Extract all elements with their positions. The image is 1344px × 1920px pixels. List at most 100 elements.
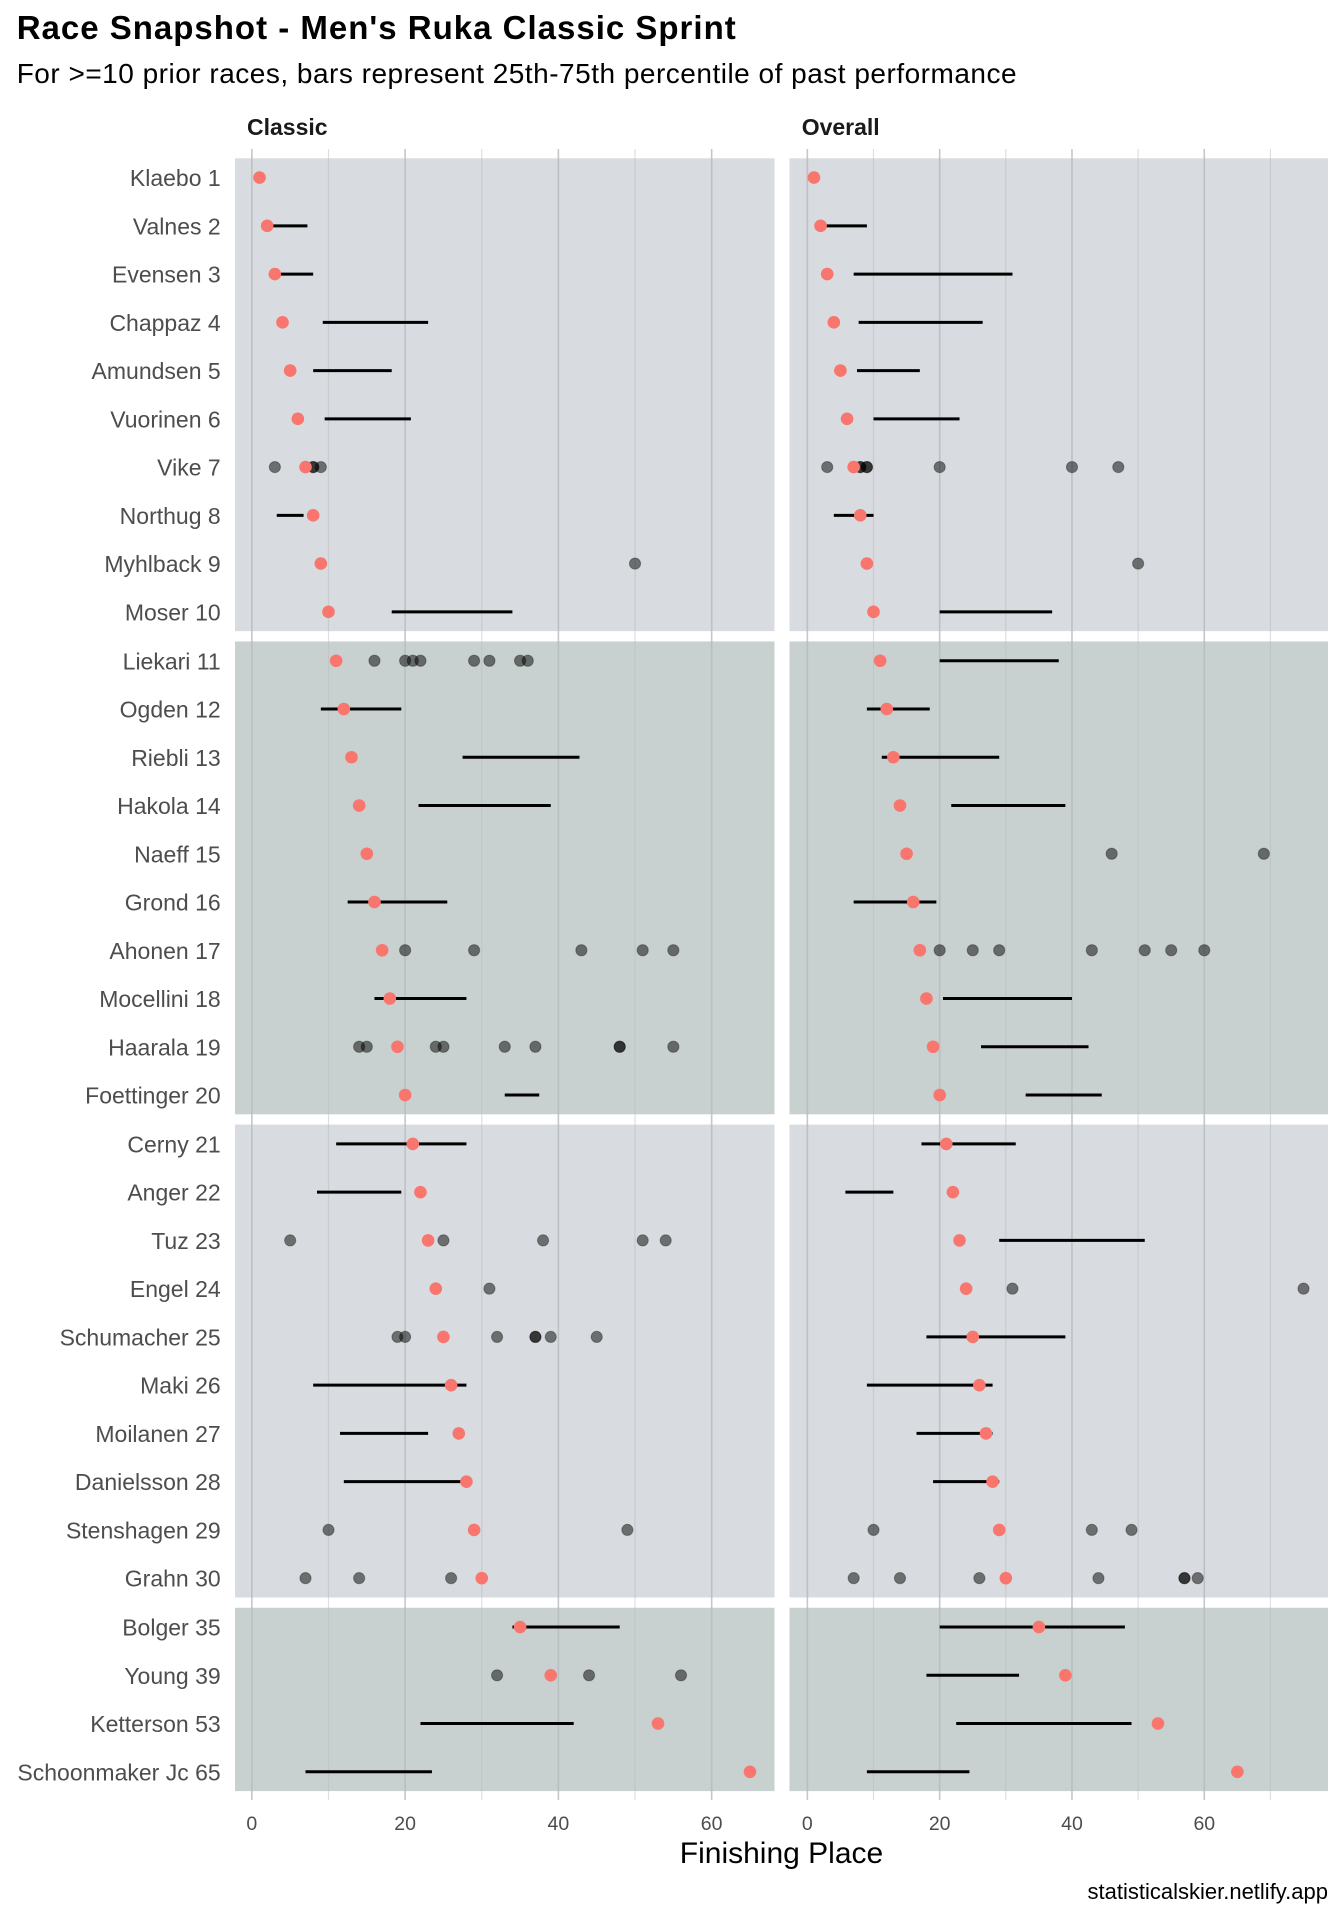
x-tick-label: 40 (548, 1813, 570, 1835)
current-place-point (1231, 1765, 1244, 1779)
current-place-point (253, 171, 266, 184)
current-place-point (933, 1088, 946, 1102)
past-result-point (1198, 944, 1211, 957)
x-tick-label: 0 (246, 1813, 257, 1835)
athlete-label: Riebli 13 (131, 745, 221, 771)
past-result-point (628, 557, 642, 570)
past-result-point (1065, 461, 1079, 474)
current-place-point (959, 1282, 973, 1295)
chart-title: Race Snapshot - Men's Ruka Classic Sprin… (17, 9, 737, 46)
past-result-point (1257, 847, 1270, 860)
athlete-label: Valnes 2 (133, 213, 221, 239)
past-result-point (933, 944, 946, 957)
past-result-point (1085, 944, 1098, 957)
past-result-point (399, 944, 412, 957)
x-tick-label: 20 (394, 1813, 416, 1835)
iqr-bars (269, 224, 1145, 1774)
athlete-label: Maki 26 (140, 1373, 221, 1399)
past-result-point (613, 1040, 626, 1053)
panel-background-classic (235, 641, 775, 1115)
past-result-point (483, 1282, 496, 1295)
athlete-label: Liekari 11 (123, 648, 221, 674)
current-place-point (513, 1620, 527, 1634)
past-result-point (483, 654, 496, 667)
panel-background-overall (789, 1607, 1328, 1792)
current-place-point (299, 460, 312, 474)
current-place-point (953, 1234, 966, 1247)
current-place-point (368, 895, 381, 909)
past-result-point (437, 1040, 450, 1053)
past-result-point (536, 1234, 550, 1247)
past-result-point (414, 654, 427, 667)
current-place-point (986, 1475, 999, 1488)
current-place-point (352, 799, 366, 812)
past-result-point (1092, 1572, 1105, 1585)
past-result-point (322, 1523, 335, 1537)
current-place-point (1151, 1717, 1165, 1730)
current-place-point (421, 1234, 435, 1247)
past-result-point (582, 1669, 596, 1682)
current-place-point (887, 750, 900, 764)
past-result-point (529, 1330, 542, 1344)
current-place-point (834, 364, 847, 377)
panel-backgrounds (235, 158, 1328, 1792)
past-result-point (445, 1572, 458, 1585)
current-place-point (651, 1717, 665, 1730)
athlete-label: Grahn 30 (125, 1566, 221, 1592)
current-place-point (939, 1137, 953, 1151)
chart-subtitle: For >=10 prior races, bars represent 25t… (17, 58, 1017, 89)
past-result-point (544, 1330, 557, 1344)
athlete-label: Ogden 12 (120, 697, 221, 723)
current-place-point (475, 1571, 489, 1585)
current-place-point (429, 1282, 443, 1295)
current-place-point (444, 1378, 458, 1392)
past-result-point (933, 461, 946, 474)
current-place-point (383, 992, 397, 1005)
athlete-axis: Klaebo 1 Valnes 2 Evensen 3 Chappaz 4 Amunds… (17, 165, 220, 1785)
athlete-label: Foettinger 20 (85, 1083, 221, 1109)
current-place-point (283, 364, 297, 377)
panel-strip-overall: Overall (802, 114, 880, 140)
past-result-point (490, 1669, 504, 1682)
athlete-label: Vike 7 (157, 455, 221, 481)
x-tick-label: 60 (1193, 1813, 1215, 1835)
current-place-point (999, 1571, 1013, 1585)
athlete-label: Stenshagen 29 (66, 1517, 221, 1543)
past-result-point (893, 1572, 907, 1585)
past-result-point (860, 461, 874, 474)
current-place-point (926, 1040, 940, 1054)
past-result-point (521, 654, 534, 667)
current-place-point (314, 557, 328, 570)
past-result-point (498, 1040, 511, 1053)
past-result-point (299, 1572, 312, 1585)
panel-strip-classic: Classic (247, 114, 328, 140)
current-place-point (391, 1040, 404, 1054)
past-result-point (1138, 944, 1151, 957)
past-result-point (529, 1040, 542, 1053)
current-place-point (946, 1185, 960, 1199)
athlete-label: Haarala 19 (108, 1034, 221, 1060)
x-tick-label: 40 (1061, 1813, 1083, 1835)
past-result-point (575, 944, 588, 957)
current-place-point (880, 702, 894, 716)
x-axis-title: Finishing Place (680, 1837, 883, 1870)
past-result-point (1085, 1523, 1098, 1537)
panel-background-overall (789, 641, 1328, 1115)
current-place-point (452, 1427, 466, 1440)
past-result-point (867, 1523, 880, 1537)
gridlines (251, 149, 1272, 1800)
athlete-label: Myhlback 9 (104, 551, 220, 577)
current-place-point (814, 219, 827, 233)
current-place-point (847, 460, 860, 474)
source-caption: statisticalskier.netlify.app (1088, 1879, 1328, 1904)
athlete-label: Ahonen 17 (109, 938, 220, 964)
past-result-point (821, 461, 834, 474)
athlete-label: Ketterson 53 (90, 1711, 220, 1737)
past-result-point (490, 1330, 504, 1344)
current-place-point (306, 509, 320, 522)
past-result-point (993, 944, 1006, 957)
past-result-point (314, 461, 327, 474)
past-result-point (437, 1234, 450, 1247)
